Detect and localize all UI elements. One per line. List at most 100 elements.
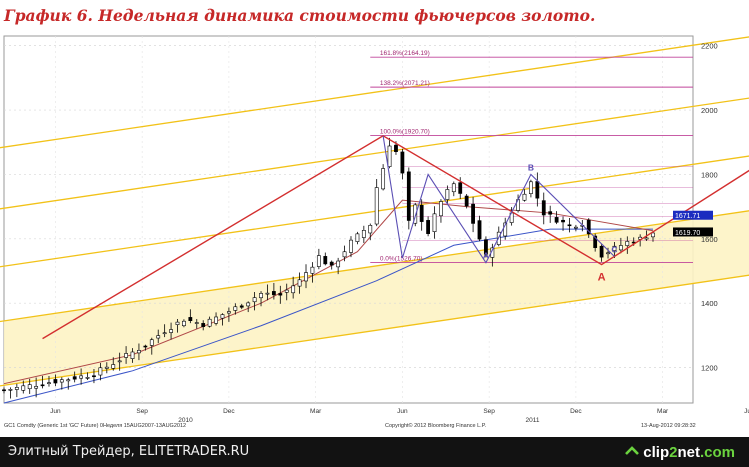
candle-body bbox=[259, 293, 263, 299]
candle-body bbox=[182, 320, 186, 327]
price-tag-label: 1619.70 bbox=[675, 230, 700, 237]
candle-body bbox=[79, 375, 84, 379]
x-year-label: 2010 bbox=[178, 417, 193, 424]
candle-body bbox=[522, 193, 527, 201]
price-tag bbox=[673, 227, 713, 237]
candle-body bbox=[40, 384, 45, 387]
candle-body bbox=[34, 386, 39, 389]
x-tick-label: Dec bbox=[223, 408, 235, 415]
candle-body bbox=[541, 200, 546, 216]
candle-body bbox=[47, 382, 51, 385]
chart-title: График 6. Недельная динамика стоимости ф… bbox=[4, 6, 596, 25]
channel-line-3 bbox=[0, 155, 749, 268]
candle-body bbox=[432, 213, 437, 232]
candle-body bbox=[252, 297, 257, 303]
x-tick-label: Dec bbox=[570, 408, 582, 415]
candle-body bbox=[124, 353, 128, 358]
candle-body bbox=[297, 279, 302, 287]
candle-body bbox=[374, 187, 379, 225]
wave-label: B bbox=[528, 162, 534, 172]
candle-body bbox=[310, 266, 315, 274]
caption-left: GC1 Comdty (Generic 1st 'GC' Future) 0Не… bbox=[4, 423, 186, 429]
candle-body bbox=[561, 219, 565, 223]
candle-body bbox=[625, 241, 630, 246]
candle-body bbox=[361, 230, 366, 238]
candle-body bbox=[53, 379, 58, 384]
candle-body bbox=[381, 168, 386, 190]
candle-body bbox=[606, 252, 610, 255]
candle-body bbox=[104, 366, 109, 369]
candle-body bbox=[644, 237, 649, 240]
channel-fill bbox=[4, 210, 749, 386]
price-tag-label: 1671.71 bbox=[675, 213, 700, 220]
y-tick-label: 1800 bbox=[701, 170, 718, 179]
candle-body bbox=[349, 239, 353, 253]
candle-body bbox=[573, 226, 578, 229]
candle-body bbox=[419, 205, 424, 222]
candle-body bbox=[445, 189, 450, 200]
y-tick-label: 2000 bbox=[701, 106, 718, 115]
candle-body bbox=[400, 151, 405, 174]
y-tick-label: 1600 bbox=[701, 235, 718, 244]
candle-body bbox=[207, 318, 212, 327]
candle-body bbox=[201, 323, 206, 327]
price-tag bbox=[673, 210, 713, 220]
candle-body bbox=[554, 217, 559, 223]
wave-forecast-line bbox=[42, 134, 749, 340]
candle-body bbox=[368, 225, 373, 234]
candle-body bbox=[586, 219, 591, 235]
y-tick-label: 2200 bbox=[701, 42, 718, 51]
candle-body bbox=[464, 195, 469, 207]
candle-body bbox=[117, 360, 122, 363]
candle-body bbox=[14, 387, 19, 390]
wave-label: C bbox=[611, 245, 617, 255]
y-tick-label: 1400 bbox=[701, 299, 718, 308]
candle-body bbox=[21, 385, 26, 391]
candle-body bbox=[271, 291, 276, 296]
candle-body bbox=[612, 245, 617, 251]
candle-body bbox=[220, 314, 225, 319]
candle-body bbox=[59, 379, 64, 383]
channel-line-5 bbox=[0, 36, 749, 149]
fibonacci-label: 100.0%(1920.70) bbox=[380, 129, 430, 136]
candle-body bbox=[471, 203, 475, 224]
candle-body bbox=[98, 367, 103, 376]
wave-label: A bbox=[598, 271, 606, 283]
candle-body bbox=[618, 245, 623, 251]
channel-line-1 bbox=[0, 274, 749, 387]
footer-source-text: Элитный Трейдер, ELITETRADER.RU bbox=[8, 444, 250, 459]
candle-body bbox=[66, 379, 71, 382]
wave-label: A bbox=[483, 251, 489, 261]
candle-body bbox=[265, 292, 270, 295]
candle-body bbox=[111, 364, 116, 369]
candle-body bbox=[342, 251, 347, 258]
candle-body bbox=[149, 339, 154, 346]
x-tick-label: Mar bbox=[310, 408, 322, 415]
candle-body bbox=[651, 232, 655, 238]
brand-text-a: clip bbox=[643, 443, 670, 461]
candle-body bbox=[2, 389, 6, 392]
candle-body bbox=[336, 260, 341, 268]
candle-body bbox=[394, 144, 398, 152]
candle-body bbox=[162, 332, 167, 335]
y-tick-label: 1200 bbox=[701, 364, 718, 373]
candle-body bbox=[304, 272, 308, 282]
brand-logo: clip 2 net .com bbox=[625, 442, 735, 462]
candle-body bbox=[323, 256, 328, 265]
candle-body bbox=[316, 255, 321, 267]
moving-average-line bbox=[3, 199, 654, 385]
channel-line-4 bbox=[0, 97, 749, 210]
candle-body bbox=[214, 316, 218, 324]
candle-body bbox=[169, 329, 173, 333]
brand-text-d: .com bbox=[699, 443, 735, 461]
candle-body bbox=[194, 322, 199, 324]
candle-body bbox=[413, 204, 418, 224]
brand-chevron-icon bbox=[625, 445, 640, 459]
candle-body bbox=[137, 350, 141, 354]
candle-body bbox=[188, 317, 193, 321]
candle-body bbox=[477, 220, 482, 240]
x-tick-label: Jun bbox=[50, 408, 61, 415]
caption-right: 13-Aug-2012 09:28:32 bbox=[641, 423, 696, 429]
candle-body bbox=[246, 302, 251, 307]
brand-text-b: 2 bbox=[669, 443, 678, 461]
